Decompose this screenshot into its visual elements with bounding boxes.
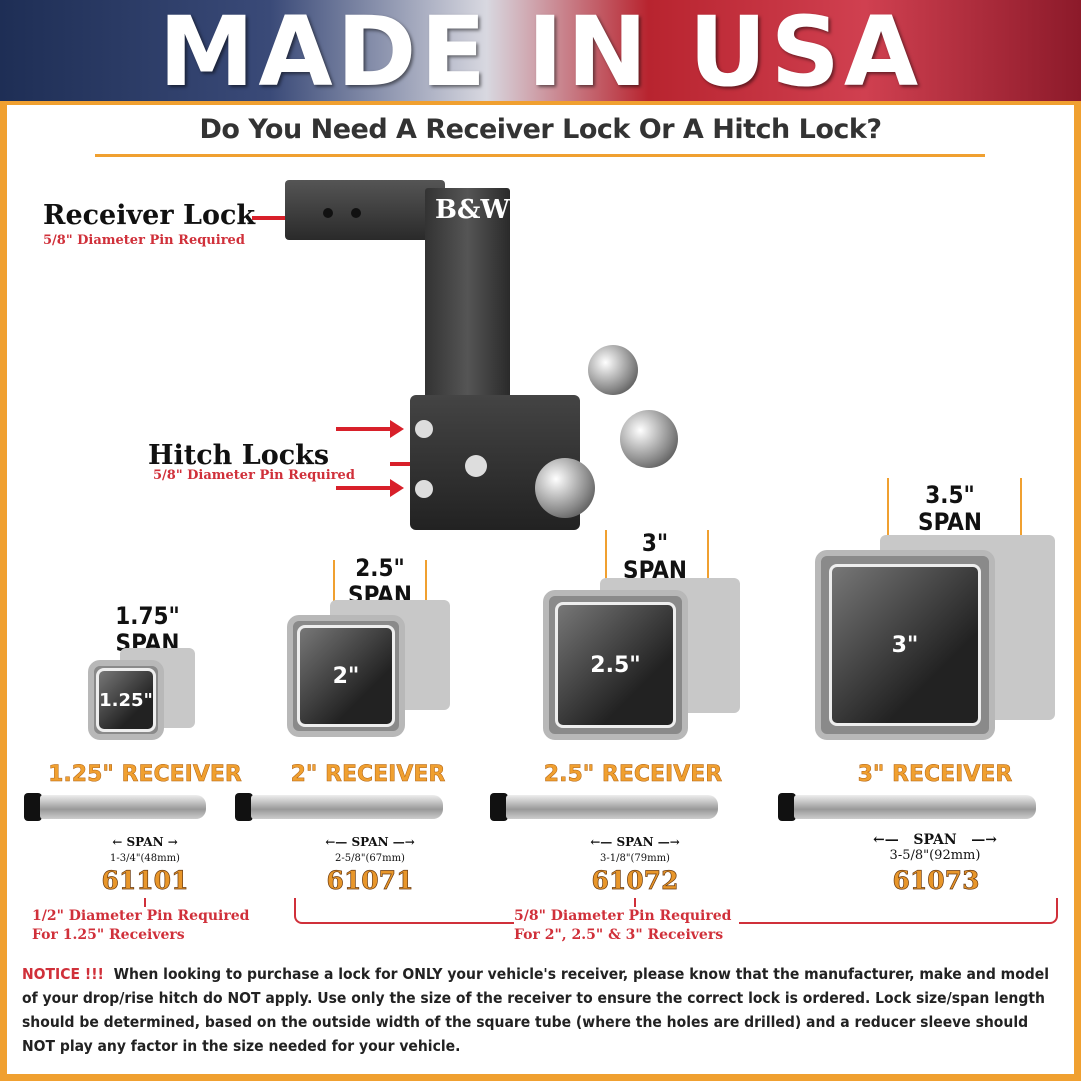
part-number: 61073 <box>892 866 980 896</box>
inner-size: 3" <box>829 564 981 726</box>
bw-logo: B&W <box>435 195 510 225</box>
arrow-icon <box>336 420 404 438</box>
receiver-title: 3" RECEIVER <box>857 762 1013 788</box>
lock-pin-image <box>778 793 1036 821</box>
receiver-front: 3" <box>815 550 995 740</box>
receiver-title: 2.5" RECEIVER <box>543 762 723 788</box>
hitch-locks-note: 5/8" Diameter Pin Required <box>153 468 355 483</box>
large-pin-note: 5/8" Diameter Pin Required For 2", 2.5" &… <box>514 907 740 945</box>
span-value: 3" SPAN <box>623 529 687 584</box>
tri-ball-hitch-image: B&W <box>285 180 685 550</box>
lock-pin-image <box>490 793 718 821</box>
receiver-front: 2.5" <box>543 590 688 740</box>
pin-span: ←— SPAN —→ 3-1/8"(79mm) <box>590 835 680 864</box>
divider <box>95 154 985 157</box>
hitch-locks-label: Hitch Locks <box>148 440 330 471</box>
inner-size: 2" <box>297 625 395 727</box>
receiver-lock-note: 5/8" Diameter Pin Required <box>43 233 245 248</box>
part-number: 61072 <box>591 866 679 896</box>
receiver-lock-label: Receiver Lock <box>43 200 256 231</box>
page-subtitle: Do You Need A Receiver Lock Or A Hitch L… <box>199 114 883 145</box>
pin-span: ← SPAN → 1-3/4"(48mm) <box>110 835 180 864</box>
part-number: 61101 <box>101 866 189 896</box>
part-number: 61071 <box>326 866 414 896</box>
inner-size: 1.25" <box>96 668 156 732</box>
span-value: 3.5" SPAN <box>918 481 982 536</box>
receiver-front: 1.25" <box>88 660 164 740</box>
banner-title: MADE IN USA <box>158 0 923 108</box>
usa-flag-banner: MADE IN USA <box>0 0 1081 105</box>
small-pin-note: 1/2" Diameter Pin Required For 1.25" Rece… <box>32 907 250 945</box>
pin-span: ←— SPAN —→ 2-5/8"(67mm) <box>325 835 415 864</box>
receiver-title: 2" RECEIVER <box>290 762 446 788</box>
notice-text: NOTICE !!! When looking to purchase a lo… <box>22 965 1050 1055</box>
pin-span: ←— SPAN —→ 3-5/8"(92mm) <box>873 832 997 864</box>
lock-pin-image <box>235 793 443 821</box>
lock-pin-image <box>24 793 206 821</box>
receiver-title: 1.25" RECEIVER <box>48 762 242 788</box>
arrow-icon <box>336 479 404 497</box>
inner-size: 2.5" <box>555 602 676 728</box>
receiver-front: 2" <box>287 615 405 737</box>
